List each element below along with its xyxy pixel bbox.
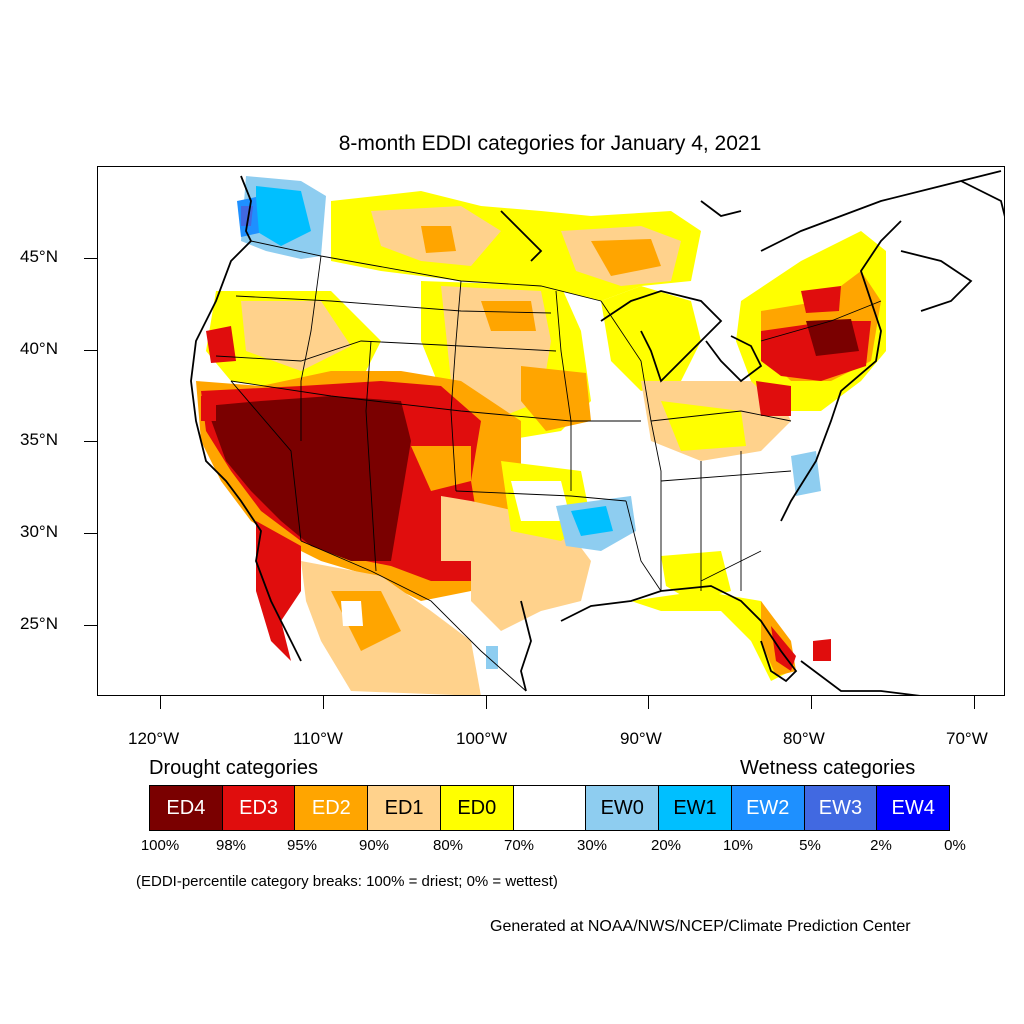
legend-cat-ew2: EW2 [731,786,805,830]
percentile-label: 95% [286,837,318,854]
percentile-label: 5% [799,837,821,854]
eddi-map [190,170,1004,695]
percentile-label: 100% [140,837,180,854]
legend-cat-ew4: EW4 [877,786,950,830]
percentile-label: 70% [503,837,535,854]
map-title: 8-month EDDI categories for January 4, 2… [338,132,762,155]
percentile-label: 90% [358,837,390,854]
lat-label-30: 30°N [20,522,58,541]
percentile-label: 0% [944,837,966,854]
legend-cat-ed4: ED4 [150,786,223,830]
lon-label-110: 110°W [293,729,343,748]
percentile-label: 10% [722,837,754,854]
lat-label-25: 25°N [20,614,58,633]
lon-label-100: 100°W [456,729,508,748]
lon-label-120: 120°W [128,729,180,748]
percentile-label: 20% [650,837,682,854]
legend-cat-ed1: ED1 [368,786,441,830]
percentile-label: 30% [576,837,608,854]
percentile-label: 98% [215,837,247,854]
legend-cat-ed0: ED0 [440,786,514,830]
lon-label-90: 90°W [620,729,662,748]
legend-cat-ew1: EW1 [659,786,732,830]
lon-label-70: 70°W [946,729,988,748]
map-panel [97,166,1005,696]
percentile-label: 80% [432,837,464,854]
legend-cat-ed3: ED3 [222,786,296,830]
category-legend-bar: ED4 ED3 ED2 ED1 ED0 EW0 EW1 EW2 EW3 EW4 [149,785,950,831]
credit-line: Generated at NOAA/NWS/NCEP/Climate Predi… [490,918,911,935]
lat-label-40: 40°N [20,339,58,358]
lat-label-35: 35°N [20,430,58,449]
wetness-categories-heading: Wetness categories [740,757,916,779]
category-break-note: (EDDI-percentile category breaks: 100% =… [136,873,558,890]
legend-cat-ed2: ED2 [295,786,369,830]
lon-label-80: 80°W [783,729,825,748]
percentile-label: 2% [870,837,892,854]
legend-cat-ew0: EW0 [586,786,660,830]
legend-cat-ew3: EW3 [804,786,878,830]
drought-categories-heading: Drought categories [149,757,318,779]
lat-label-45: 45°N [20,247,58,266]
legend-cat-neutral [513,786,587,830]
